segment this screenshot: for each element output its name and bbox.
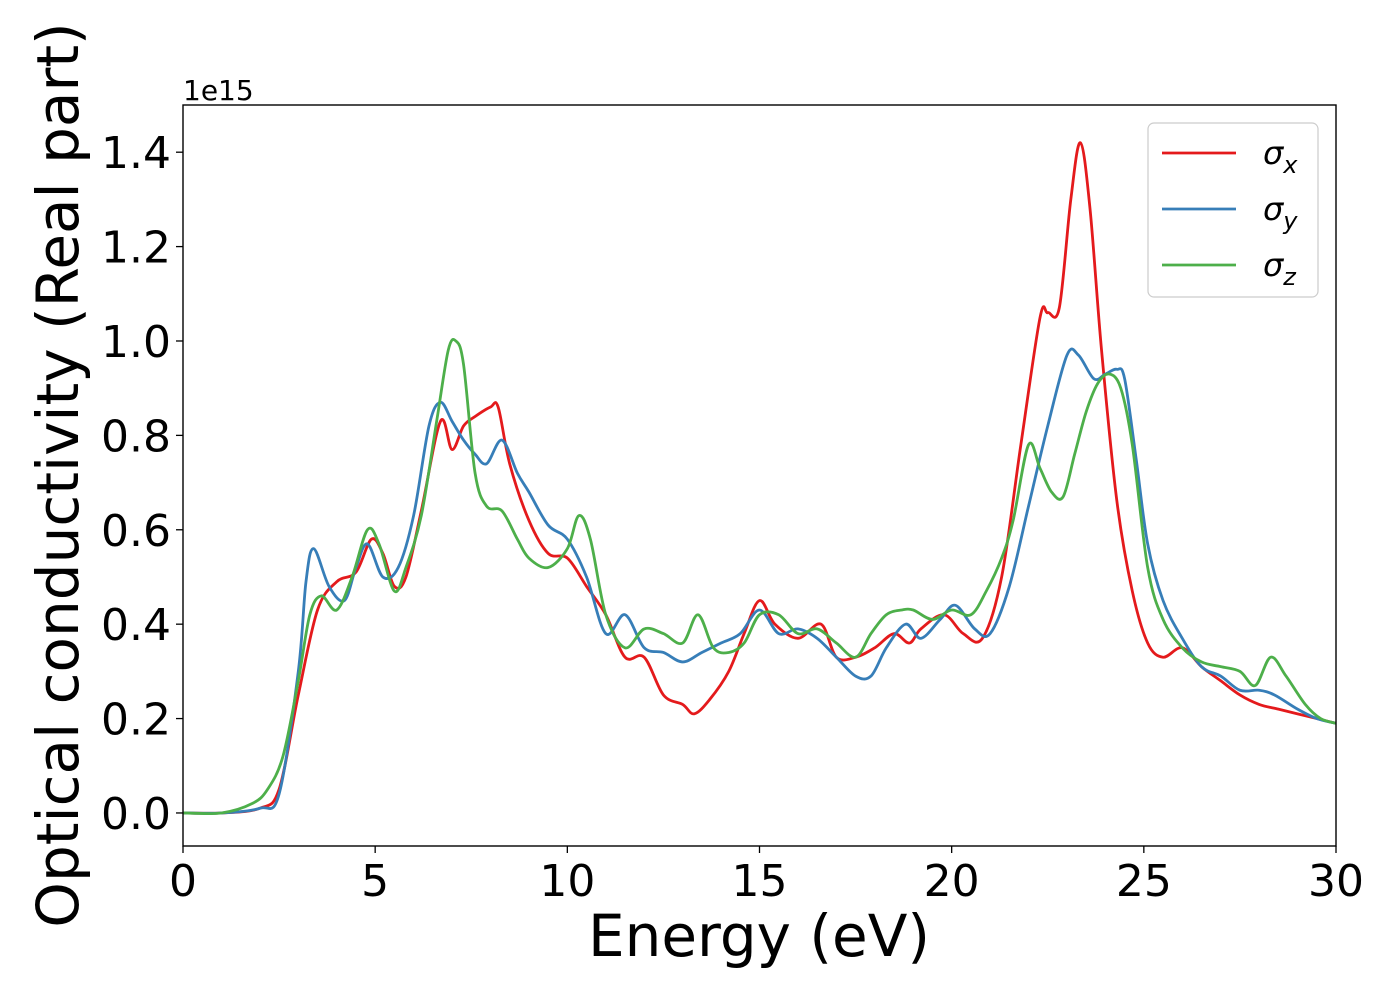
series-layer: [183, 141, 1336, 816]
series-line-x: [183, 141, 1336, 815]
x-tick-label: 15: [732, 856, 788, 907]
y-tick-label: 0.4: [101, 600, 171, 651]
legend: σx σy σz: [1147, 122, 1319, 298]
x-axis: 0 5 10 15 20 25 30: [169, 846, 1364, 907]
x-axis-title: Energy (eV): [588, 902, 930, 970]
y-tick-label: 0.2: [101, 695, 171, 746]
x-tick-label: 0: [169, 856, 197, 907]
y-tick-label: 0.0: [101, 789, 171, 840]
y-tick-label: 0.8: [101, 411, 171, 462]
x-tick-label: 5: [361, 856, 389, 907]
x-tick-label: 25: [1116, 856, 1172, 907]
y-offset-text: 1e15: [183, 74, 254, 107]
y-axis-title: Optical conductivity (Real part): [24, 22, 92, 927]
x-tick-label: 20: [924, 856, 980, 907]
y-tick-label: 1.0: [101, 317, 171, 368]
legend-label-z: σz: [1263, 246, 1297, 291]
y-tick-label: 1.2: [101, 223, 171, 274]
series-line-z: [183, 338, 1336, 816]
x-tick-label: 10: [539, 856, 595, 907]
legend-label-x: σx: [1263, 134, 1298, 179]
x-tick-label: 30: [1308, 856, 1364, 907]
legend-label-y: σy: [1263, 190, 1298, 235]
y-axis: 0.0 0.2 0.4 0.6 0.8 1.0 1.2 1.4: [101, 128, 183, 840]
series-line-y: [183, 347, 1336, 815]
y-tick-label: 1.4: [101, 128, 171, 179]
y-tick-label: 0.6: [101, 506, 171, 557]
